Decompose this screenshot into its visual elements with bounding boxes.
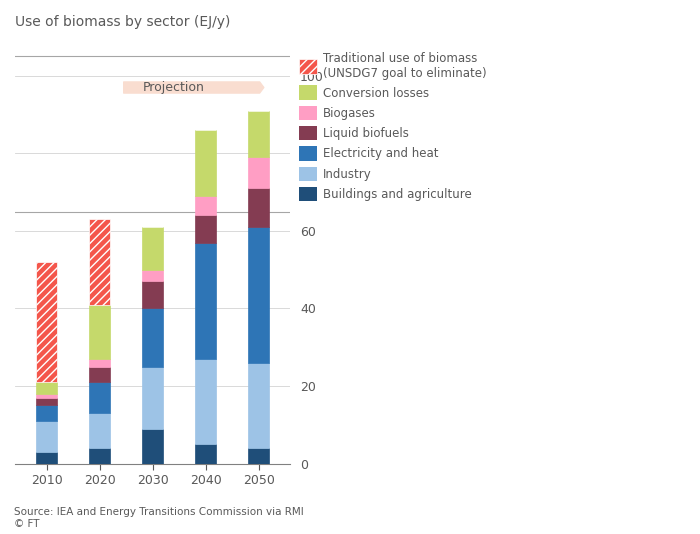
Bar	[89, 219, 111, 304]
Bar	[248, 189, 270, 227]
Bar	[195, 359, 216, 444]
Text: Projection: Projection	[143, 81, 205, 94]
Bar	[195, 196, 216, 215]
Bar	[89, 382, 111, 413]
Bar	[89, 359, 111, 367]
FancyArrowPatch shape	[124, 82, 264, 93]
Bar	[248, 227, 270, 363]
Text: Use of biomass by sector (EJ/y): Use of biomass by sector (EJ/y)	[15, 15, 230, 29]
Bar	[195, 242, 216, 359]
Bar	[142, 270, 163, 281]
Bar	[248, 363, 270, 448]
Bar	[195, 215, 216, 242]
Legend: Traditional use of biomass
(UNSDG7 goal to eliminate), Conversion losses, Biogas: Traditional use of biomass (UNSDG7 goal …	[299, 52, 486, 201]
Bar	[89, 413, 111, 448]
Bar	[36, 382, 57, 394]
Bar	[195, 444, 216, 464]
Bar	[36, 452, 57, 464]
Bar	[36, 394, 57, 398]
Bar	[248, 158, 270, 189]
Bar	[142, 367, 163, 429]
Bar	[36, 405, 57, 421]
Bar	[142, 429, 163, 464]
Text: Source: IEA and Energy Transitions Commission via RMI
© FT: Source: IEA and Energy Transitions Commi…	[14, 507, 304, 529]
Bar	[142, 309, 163, 367]
Bar	[142, 281, 163, 309]
Bar	[89, 367, 111, 382]
Bar	[36, 398, 57, 405]
Bar	[195, 130, 216, 196]
Bar	[36, 421, 57, 452]
Bar	[89, 448, 111, 464]
Bar	[142, 227, 163, 270]
Bar	[36, 262, 57, 382]
Bar	[89, 304, 111, 359]
Bar	[248, 111, 270, 158]
Bar	[248, 448, 270, 464]
